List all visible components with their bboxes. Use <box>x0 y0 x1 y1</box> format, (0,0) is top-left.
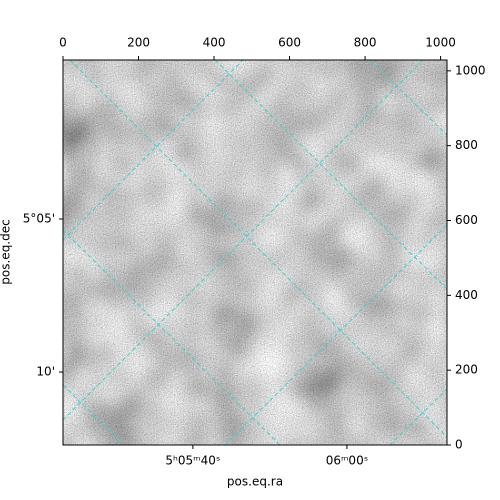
frame <box>62 59 448 446</box>
y-tick-label: 200 <box>455 363 478 377</box>
x-tick-label: 800 <box>354 36 377 50</box>
grid-line <box>214 60 447 290</box>
ra-tick-label: 06ᵐ00ˢ <box>326 454 369 468</box>
grid-line <box>63 60 424 421</box>
sky-image <box>63 60 447 445</box>
coordinate-grid <box>63 60 447 445</box>
x-tick-label: 400 <box>203 36 226 50</box>
x-tick-label: 200 <box>127 36 150 50</box>
y-tick-label: 800 <box>455 138 478 152</box>
x-tick-label: 600 <box>278 36 301 50</box>
grid-line <box>63 229 281 445</box>
y-tick-label: 0 <box>455 438 463 452</box>
grid-line <box>389 388 447 445</box>
y-tick-label: 1000 <box>455 63 486 77</box>
y-axis-label: pos.eq.dec <box>0 219 13 284</box>
grid-line <box>69 60 447 438</box>
grid-line <box>224 224 447 445</box>
grid-line <box>63 60 244 241</box>
grid-line <box>369 60 447 136</box>
y-tick-label: 600 <box>455 213 478 227</box>
x-tick-label: 0 <box>59 36 67 50</box>
y-tick-label: 400 <box>455 288 478 302</box>
grid-line <box>63 384 124 445</box>
x-tick-label: 1000 <box>425 36 456 50</box>
x-axis-label: pos.eq.ra <box>227 475 283 489</box>
dec-tick-label: 5°05' <box>23 212 55 226</box>
dec-tick-label: 10' <box>36 365 55 379</box>
ra-tick-label: 5ʰ05ᵐ40ˢ <box>165 454 220 468</box>
